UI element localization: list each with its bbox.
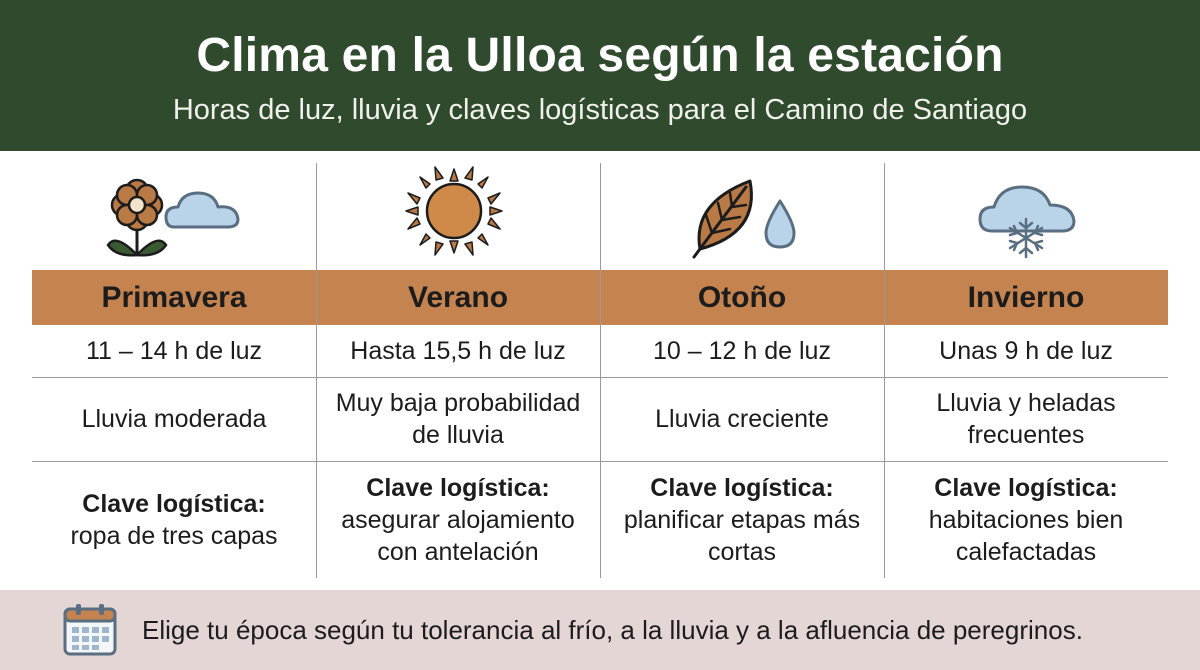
daylight-hours: Unas 9 h de luz <box>939 337 1113 365</box>
daylight-hours: 11 – 14 h de luz <box>85 337 263 365</box>
rain-info: Muy baja probabilidad de lluvia <box>335 389 581 449</box>
logistics-key-text: habitaciones bien calefactadas <box>928 505 1124 566</box>
logistics-key: Clave logística: planificar etapas más c… <box>606 461 878 578</box>
calendar-icon <box>63 604 117 656</box>
footer-message: Elige tu época según tu tolerancia al fr… <box>142 615 1083 645</box>
sun-icon <box>405 166 503 256</box>
daylight-hours: 10 – 12 h de luz <box>653 337 831 365</box>
logistics-key-label: Clave logística: <box>82 489 266 518</box>
daylight-hours: Hasta 15,5 h de luz <box>350 337 566 365</box>
footer-tip: Elige tu época según tu tolerancia al fr… <box>0 590 1200 670</box>
season-name: Primavera <box>101 280 247 314</box>
logistics-key-label: Clave logística: <box>650 473 834 502</box>
row-divider <box>32 461 1168 462</box>
season-column-primavera: Primavera 11 – 14 h de luz Lluvia modera… <box>32 163 316 578</box>
column-divider <box>600 163 601 578</box>
page-subtitle: Horas de luz, lluvia y claves logísticas… <box>172 94 1028 126</box>
header-banner: Clima en la Ulloa según la estación Hora… <box>0 0 1200 151</box>
season-table: Primavera 11 – 14 h de luz Lluvia modera… <box>32 163 1168 578</box>
leaf-icon <box>692 179 753 259</box>
raindrop-icon <box>764 199 796 249</box>
season-name: Verano <box>407 280 509 314</box>
logistics-key-text: ropa de tres capas <box>70 521 278 550</box>
rain-info: Lluvia moderada <box>81 405 267 433</box>
rain-info: Lluvia y heladas frecuentes <box>936 389 1116 449</box>
flower-icon <box>106 178 168 257</box>
logistics-key-text: asegurar alojamiento con antelación <box>341 505 575 566</box>
logistics-key-label: Clave logística: <box>366 473 550 502</box>
season-name: Otoño <box>697 280 787 314</box>
season-icons <box>600 163 884 270</box>
cloud-icon <box>164 191 240 229</box>
logistics-key-text: planificar etapas más cortas <box>623 505 861 566</box>
season-column-verano: Verano Hasta 15,5 h de luz Muy baja prob… <box>316 163 600 578</box>
page-title: Clima en la Ulloa según la estación <box>196 29 1004 82</box>
season-name: Invierno <box>967 280 1085 314</box>
column-divider <box>316 163 317 578</box>
logistics-key: Clave logística: habitaciones bien calef… <box>890 461 1162 578</box>
logistics-key: Clave logística: asegurar alojamiento co… <box>322 461 594 578</box>
snow-cloud-icon <box>978 185 1076 259</box>
row-divider <box>32 377 1168 378</box>
logistics-key-label: Clave logística: <box>934 473 1118 502</box>
logistics-key: Clave logística: ropa de tres capas <box>38 461 310 578</box>
season-column-otono: Otoño 10 – 12 h de luz Lluvia creciente … <box>600 163 884 578</box>
season-column-invierno: Invierno Unas 9 h de luz Lluvia y helada… <box>884 163 1168 578</box>
column-divider <box>884 163 885 578</box>
rain-info: Lluvia creciente <box>655 405 829 433</box>
season-icons <box>316 163 600 270</box>
season-icons <box>32 163 316 270</box>
season-icons <box>884 163 1168 270</box>
